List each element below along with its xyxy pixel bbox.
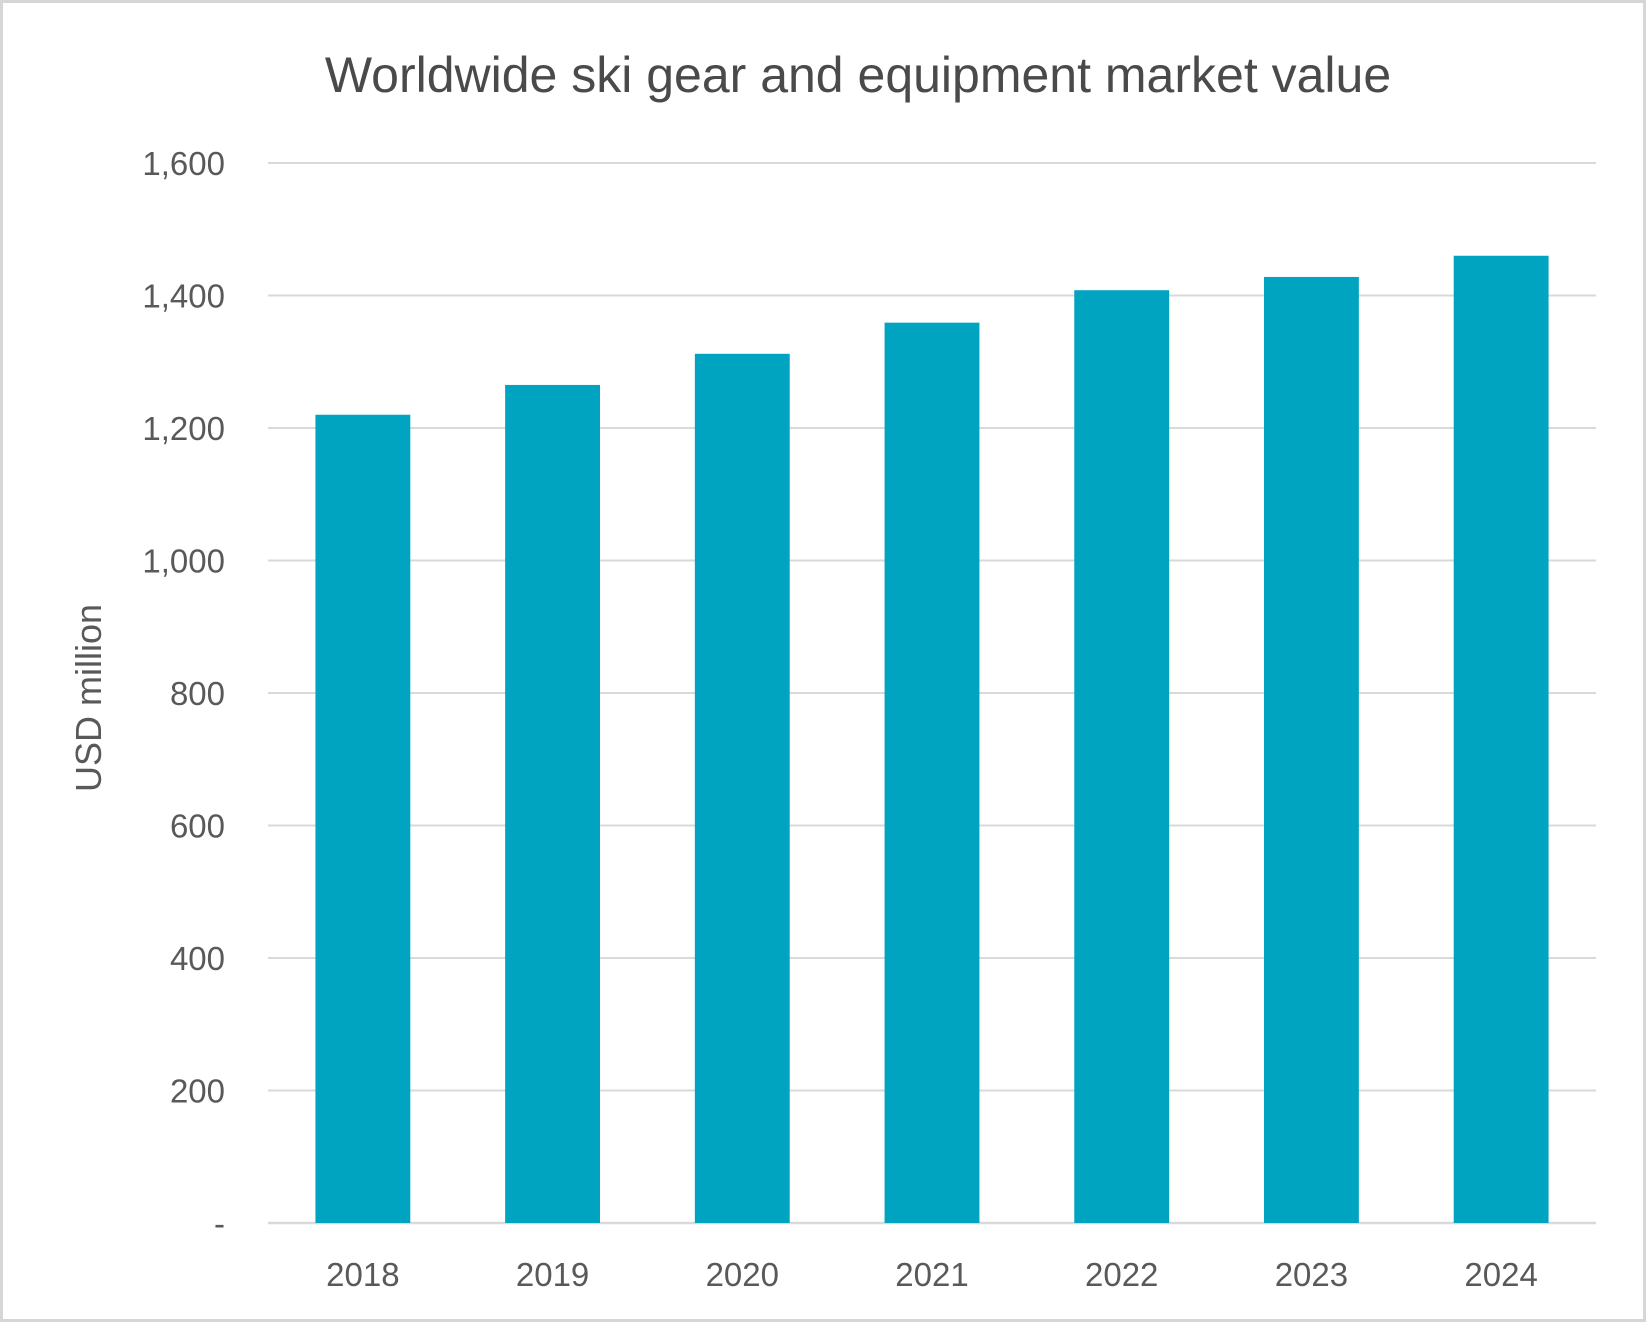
bar-2018 <box>315 414 411 1223</box>
x-tick-label: 2021 <box>895 1256 968 1293</box>
bar-2023 <box>1264 276 1359 1223</box>
y-tick-label: 1,000 <box>142 543 225 580</box>
y-tick-labels: - 200 400 600 800 1,000 1,200 1,400 1,600 <box>142 145 225 1242</box>
x-tick-label: 2024 <box>1464 1256 1537 1293</box>
x-tick-labels: 2018 2019 2020 2021 2022 2023 2024 <box>326 1256 1538 1293</box>
y-tick-label: 1,600 <box>142 145 225 182</box>
y-tick-label: 600 <box>170 808 225 845</box>
bar-2021 <box>884 322 980 1224</box>
y-axis-label: USD million <box>68 604 109 792</box>
y-tick-label: 1,200 <box>142 410 225 447</box>
bar-2019 <box>505 384 600 1223</box>
x-tick-label: 2022 <box>1085 1256 1158 1293</box>
y-tick-label: 1,400 <box>142 278 225 315</box>
bar-2022 <box>1074 290 1170 1223</box>
y-tick-label: 800 <box>170 675 225 712</box>
bars <box>315 255 1549 1224</box>
x-tick-label: 2019 <box>516 1256 589 1293</box>
y-tick-label: 200 <box>170 1073 225 1110</box>
y-tick-label: 400 <box>170 940 225 977</box>
x-tick-label: 2023 <box>1275 1256 1348 1293</box>
x-tick-label: 2018 <box>326 1256 399 1293</box>
chart-title: Worldwide ski gear and equipment market … <box>325 47 1391 103</box>
bar-chart: Worldwide ski gear and equipment market … <box>68 47 1596 1293</box>
y-tick-label: - <box>214 1205 225 1242</box>
bar-2020 <box>694 353 790 1223</box>
x-tick-label: 2020 <box>706 1256 779 1293</box>
bar-2024 <box>1453 255 1549 1223</box>
